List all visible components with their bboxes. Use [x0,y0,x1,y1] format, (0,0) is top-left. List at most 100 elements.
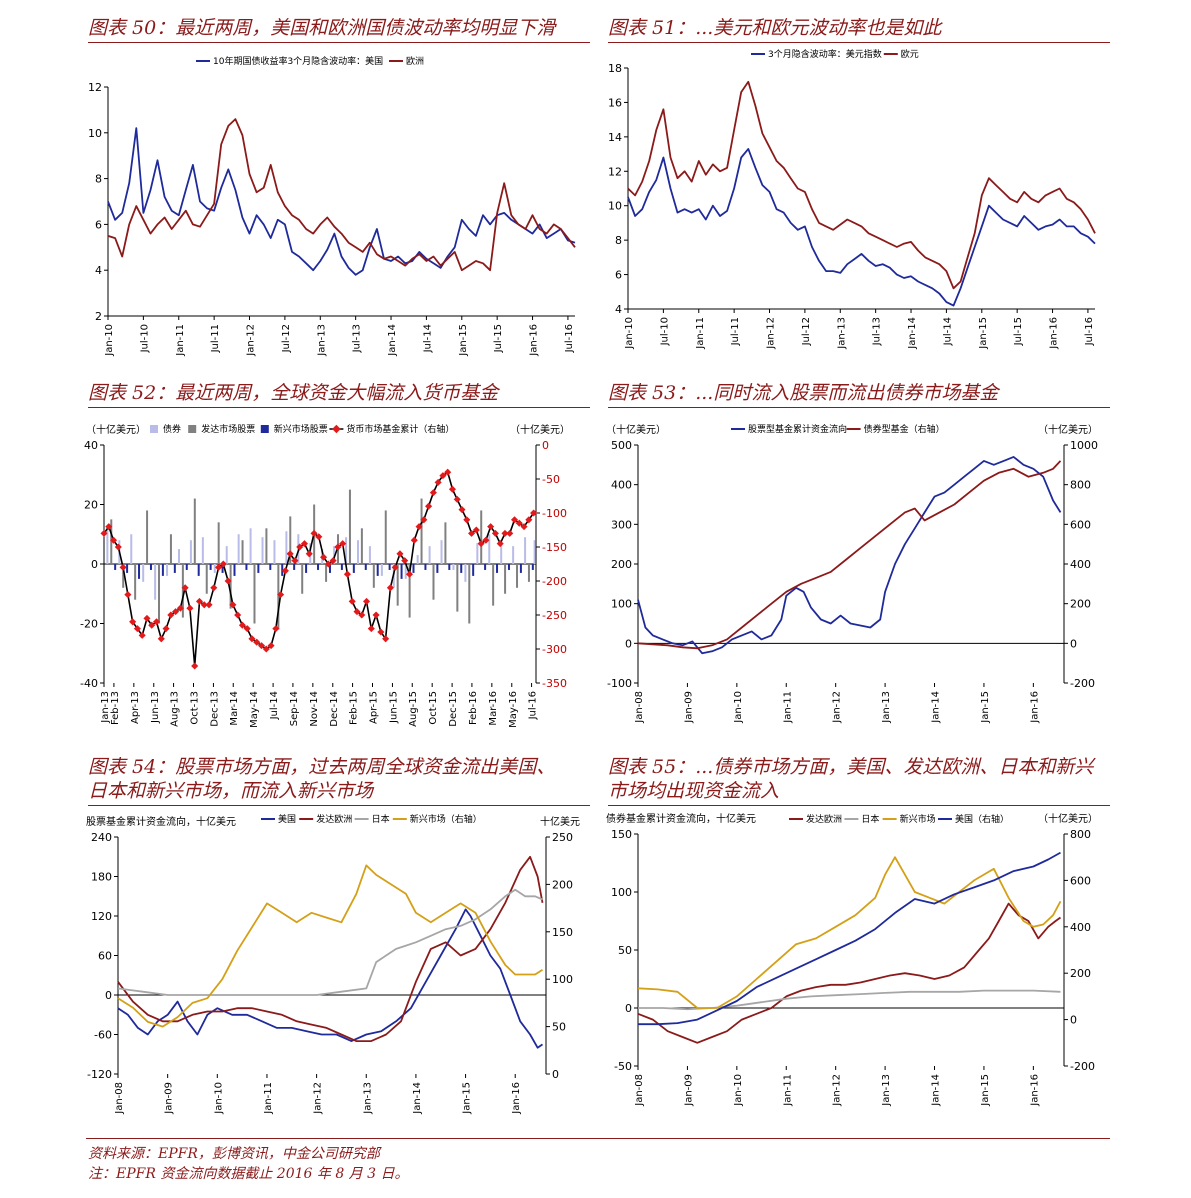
c52-y2-tick-label: -350 [542,677,567,690]
c55-x-tick-label: Jan-14 [931,1074,942,1107]
c51-x-tick-label: Jul-11 [730,317,741,346]
c51-y-tick-label: 8 [615,234,622,247]
c52-bar-dm-equity [348,489,351,564]
c52-ylabel-right: （十亿美元） [510,423,570,436]
c53-y2-tick-label: -200 [1070,677,1095,690]
c52-mmf-point [310,529,318,537]
c52-mmf-point [410,536,418,544]
c52-bar-em-equity [460,564,463,573]
c50-y-tick-label: 6 [95,218,102,231]
c55-legend-label: 美国（右轴） [955,813,1009,825]
c55-series-line [637,902,1062,1044]
c55-y-tick-label: 150 [611,828,632,841]
c52-y-tick-label: 40 [84,439,98,452]
c52-mmf-point [167,611,175,619]
c52-mmf-point [353,608,361,616]
c50-y-tick-label: 10 [88,127,102,140]
c52-mmf-point [510,516,519,524]
c52-mmf-point [448,485,456,493]
c54-title-rule [88,805,590,806]
c54-x-tick-label: Jan-12 [313,1082,324,1115]
c55-legend-label: 发达欧洲 [806,813,842,825]
c55-y2-tick-label: 600 [1070,874,1091,887]
c52-legend-swatch [260,425,269,433]
c52-bar-dm-equity [504,564,507,594]
c50-x-tick-label: Jul-15 [493,324,504,353]
c55-x-tick-label: Jan-13 [881,1074,892,1107]
c55-legend-label: 新兴市场 [900,813,936,825]
c53-series-line [637,460,1062,650]
c52-mmf-point [152,618,161,626]
c52-bar-bond [130,534,133,564]
c50-x-tick-label: Jul-14 [422,324,433,353]
c52-bar-em-equity [424,564,427,570]
c52-bar-bond [368,546,371,564]
c51-y-tick-label: 4 [615,303,622,316]
c55-y2-tick-label: 200 [1070,967,1091,980]
c51-x-tick-label: Jul-12 [801,317,812,346]
c52-mmf-point [401,557,409,565]
c52-bar-em-equity [221,564,224,573]
c50-y-tick-label: 4 [95,264,102,277]
c52-mmf-point [329,557,337,565]
c52-title-line: 图表 52：最近两周，全球资金大幅流入货币基金 [88,382,499,404]
c52-bar-em-equity [138,564,141,579]
c51-x-tick-label: Jul-13 [872,317,883,346]
c53-title-rule [608,407,1110,408]
c52-x-tick-label: May-14 [249,691,260,728]
c51-series-line [627,80,1096,290]
c51-y-tick-label: 6 [615,269,622,282]
c53-legend-label: 债券型基金（右轴） [864,423,945,435]
c52-bar-dm-equity [301,564,304,594]
c50-series-line [107,118,576,272]
c52-mmf-point [525,516,533,524]
c52-mmf-point [253,638,261,646]
c52-bar-bond [345,537,348,564]
c52-mmf-point [200,601,208,609]
c51-y-tick-label: 18 [608,62,622,75]
c50-x-tick-label: Jan-14 [387,324,398,357]
c52-bar-bond [225,546,228,564]
c54-y-tick-label: 240 [91,831,112,844]
c52-mmf-point [281,567,289,575]
c52-bar-em-equity [484,564,487,570]
c50-y-tick-label: 8 [95,173,102,186]
c52-x-tick-label: Apr-13 [130,691,141,724]
c54-y-tick-label: -120 [87,1068,112,1081]
c52-bar-bond [249,528,252,564]
c52-bar-em-equity [209,564,212,570]
c52-x-tick-label: Mar-14 [229,691,240,726]
c52-mmf-point [477,540,485,548]
c52-bar-em-equity [245,564,248,570]
c52-mmf-point [482,536,490,544]
c54-y2-tick-label: 200 [552,878,573,891]
c54-series-line [117,908,544,1049]
c53-x-tick-label: Jan-11 [782,691,793,724]
c53-x-tick-label: Jan-14 [931,691,942,724]
c52-x-tick-label: Jun-13 [150,691,161,724]
c52-bar-bond [106,528,109,564]
c55-y2-tick-label: 800 [1070,828,1091,841]
c53-y2-tick-label: 800 [1070,479,1091,492]
c52-bar-bond [261,537,264,564]
c52-legend-label: 发达市场股票 [201,423,255,435]
c53-y-tick-label: 500 [611,439,632,452]
c52-mmf-point [176,604,184,612]
c52-bar-bond [380,564,383,576]
c54-ylabel-right: 十亿美元 [540,815,580,828]
c52-mmf-point [463,516,471,524]
c52-bar-dm-equity [516,564,519,588]
c52-mmf-point [468,529,476,537]
c52-bar-dm-equity [396,564,399,606]
c53-y-tick-label: 100 [611,598,632,611]
c54-y2-tick-label: 0 [552,1068,559,1081]
c55-series-line [638,989,1061,1011]
c51-x-tick-label: Jan-10 [624,317,635,350]
c52-bar-em-equity [173,564,176,573]
c55-title-line: 市场均出现资金流入 [608,780,780,802]
c51-series-line [627,147,1096,307]
c50-legend-label: 欧洲 [406,55,424,67]
c54-y-tick-label: 180 [91,871,112,884]
c52-bar-em-equity [293,564,296,570]
